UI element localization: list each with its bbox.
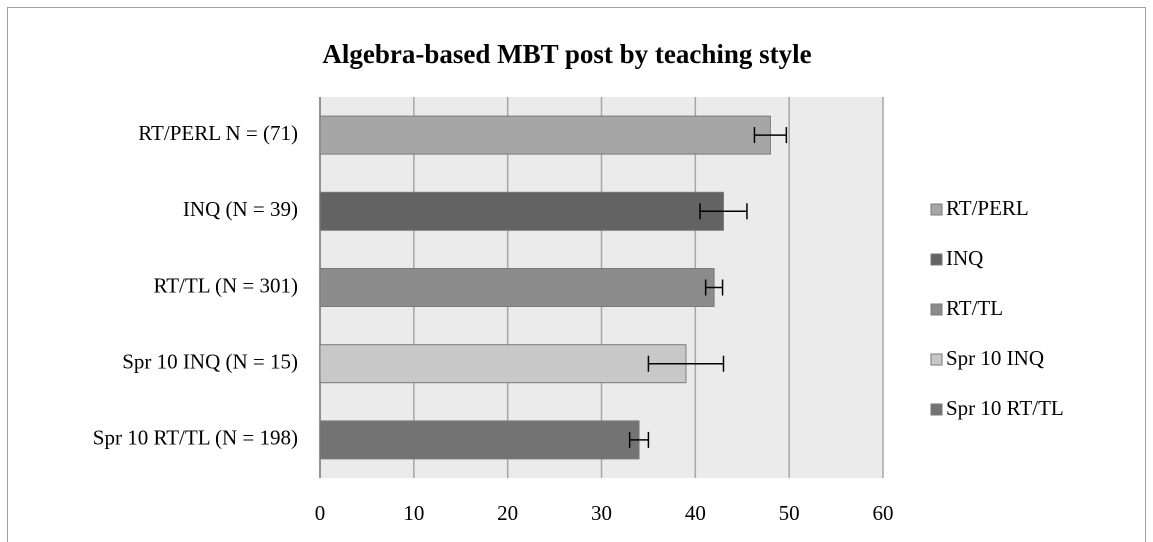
x-tick-label: 0 bbox=[315, 501, 326, 525]
chart-title: Algebra-based MBT post by teaching style bbox=[322, 39, 811, 69]
x-tick-label: 30 bbox=[591, 501, 612, 525]
legend-swatch bbox=[930, 303, 943, 316]
error-bar bbox=[753, 127, 788, 144]
y-tick-label: RT/PERL N = (71) bbox=[138, 121, 298, 145]
legend-label: RT/PERL bbox=[946, 196, 1029, 220]
legend-swatch bbox=[930, 353, 943, 366]
y-tick-label: Spr 10 RT/TL (N = 198) bbox=[93, 426, 298, 450]
x-tick-label: 20 bbox=[497, 501, 518, 525]
y-tick-label: Spr 10 INQ (N = 15) bbox=[122, 350, 298, 374]
error-bar bbox=[699, 203, 748, 220]
x-tick-label: 10 bbox=[403, 501, 424, 525]
legend-swatch bbox=[930, 403, 943, 416]
x-tick-label: 50 bbox=[779, 501, 800, 525]
bar bbox=[319, 344, 687, 384]
x-tick-label: 40 bbox=[685, 501, 706, 525]
error-bar bbox=[647, 355, 725, 372]
bar bbox=[319, 420, 640, 460]
legend-label: INQ bbox=[946, 246, 983, 270]
bar bbox=[319, 191, 724, 231]
x-tick-label: 60 bbox=[873, 501, 894, 525]
error-bar bbox=[628, 431, 650, 448]
y-tick-label: INQ (N = 39) bbox=[183, 197, 298, 221]
bar bbox=[319, 115, 771, 155]
legend-label: RT/TL bbox=[946, 296, 1003, 320]
y-tick-label: RT/TL (N = 301) bbox=[153, 273, 298, 297]
error-bar bbox=[704, 279, 724, 296]
legend-label: Spr 10 INQ bbox=[946, 346, 1044, 370]
legend-swatch bbox=[930, 253, 943, 266]
legend-label: Spr 10 RT/TL bbox=[946, 396, 1064, 420]
bar bbox=[319, 268, 715, 307]
legend-swatch bbox=[930, 203, 943, 216]
